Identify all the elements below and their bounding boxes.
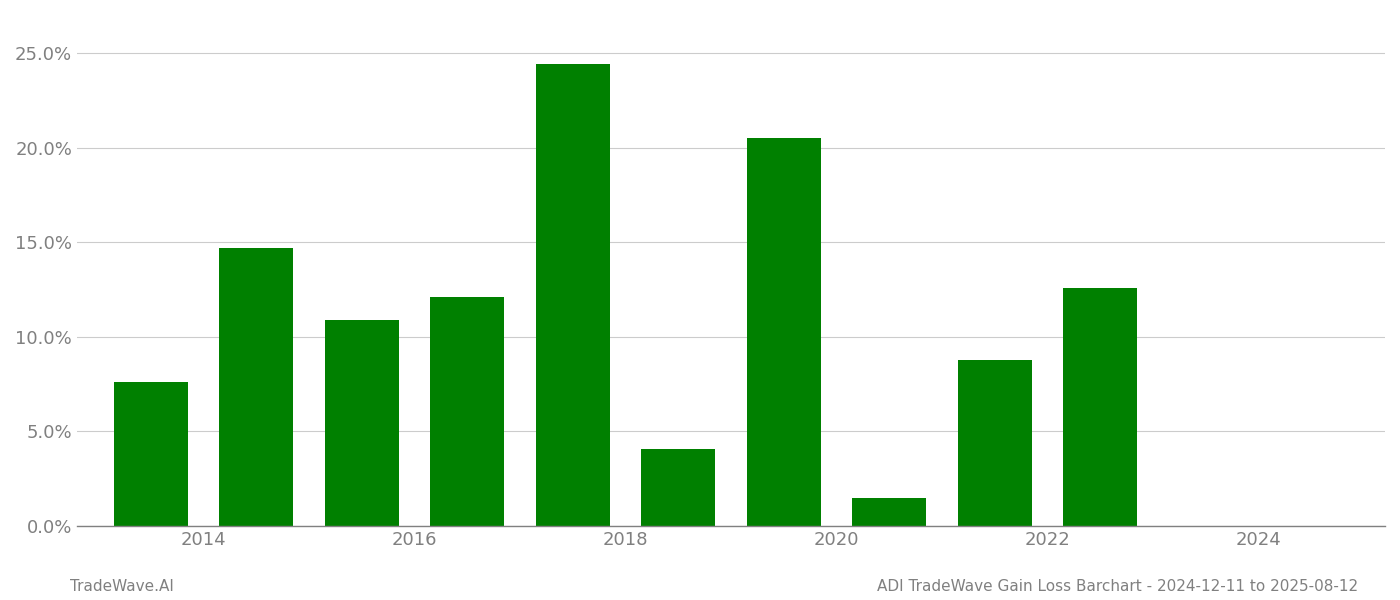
Text: TradeWave.AI: TradeWave.AI: [70, 579, 174, 594]
Bar: [536, 64, 609, 526]
Bar: [325, 320, 399, 526]
Bar: [220, 248, 293, 526]
Bar: [853, 498, 927, 526]
Bar: [430, 297, 504, 526]
Bar: [746, 138, 820, 526]
Text: ADI TradeWave Gain Loss Barchart - 2024-12-11 to 2025-08-12: ADI TradeWave Gain Loss Barchart - 2024-…: [876, 579, 1358, 594]
Bar: [958, 359, 1032, 526]
Bar: [1063, 287, 1137, 526]
Bar: [641, 449, 715, 526]
Bar: [113, 382, 188, 526]
